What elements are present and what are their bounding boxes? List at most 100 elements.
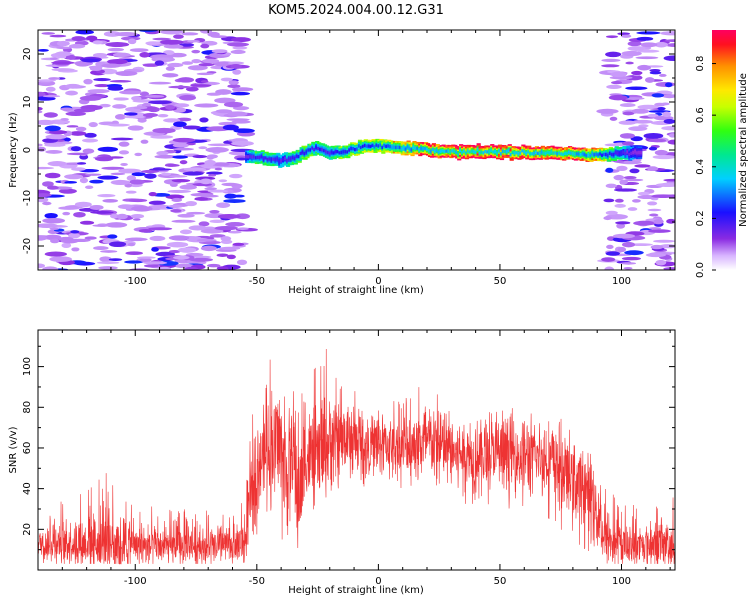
noise-blob — [603, 216, 612, 221]
noise-region-0 — [38, 30, 258, 270]
noise-blob — [42, 138, 58, 143]
noise-blob — [610, 71, 627, 78]
noise-blob — [73, 108, 96, 113]
noise-blob — [38, 91, 46, 97]
noise-blob — [658, 73, 667, 77]
snr-line — [38, 348, 675, 565]
noise-blob — [145, 94, 165, 98]
noise-blob — [55, 51, 72, 57]
noise-blob — [204, 187, 218, 191]
noise-blob — [42, 217, 66, 224]
colorbar-tick-label: 0.2 — [695, 210, 706, 226]
noise-blob — [46, 185, 59, 190]
noise-blob — [94, 156, 114, 162]
noise-blob — [137, 256, 156, 259]
noise-blob — [149, 235, 166, 242]
noise-blob — [601, 58, 621, 62]
noise-blob — [605, 251, 620, 256]
noise-blob — [209, 209, 220, 214]
noise-blob — [58, 236, 74, 242]
noise-blob — [173, 255, 190, 260]
noise-blob — [652, 154, 675, 160]
noise-blob — [653, 239, 675, 243]
noise-blob — [96, 261, 120, 265]
noise-blob — [159, 39, 184, 45]
noise-blob — [211, 49, 228, 54]
noise-blob — [38, 223, 58, 229]
noise-blob — [38, 143, 43, 147]
noise-blob — [105, 42, 130, 48]
noise-blob — [168, 235, 190, 241]
noise-blob — [200, 43, 210, 49]
noise-blob — [168, 249, 181, 254]
noise-blob — [70, 146, 82, 152]
noise-blob — [605, 35, 619, 39]
y-tick-label: 10 — [22, 96, 33, 109]
noise-blob — [107, 47, 125, 52]
y-tick-label: 0 — [22, 147, 33, 153]
noise-blob — [38, 79, 56, 82]
noise-blob — [226, 254, 236, 260]
noise-blob — [71, 247, 80, 252]
noise-blob — [231, 37, 251, 43]
noise-blob — [187, 40, 200, 43]
noise-blob — [139, 52, 150, 58]
noise-blob — [127, 242, 136, 247]
noise-blob — [220, 77, 233, 82]
noise-blob — [118, 141, 130, 147]
snr-panel: -100 -50 0 50 100 20 40 60 80 100 Height of strai… — [8, 329, 676, 596]
noise-blob — [189, 257, 214, 262]
noise-blob — [118, 168, 142, 174]
noise-blob — [77, 162, 87, 165]
x-tick-label: 0 — [375, 276, 381, 287]
noise-blob — [70, 230, 80, 234]
noise-blob — [231, 120, 251, 124]
noise-blob — [648, 146, 658, 151]
noise-blob — [630, 136, 643, 142]
noise-blob — [617, 246, 627, 253]
noise-blob — [614, 203, 626, 208]
noise-blob — [606, 244, 614, 250]
noise-blob — [148, 81, 172, 85]
noise-blob — [127, 125, 144, 131]
noise-blob — [61, 242, 72, 249]
noise-blob — [129, 48, 149, 53]
noise-blob — [232, 242, 245, 246]
noise-blob — [185, 86, 199, 92]
noise-blob — [170, 209, 182, 213]
noise-blob — [612, 233, 636, 239]
noise-blob — [611, 80, 623, 85]
noise-blob — [38, 146, 46, 152]
noise-blob — [144, 173, 157, 179]
spectrogram-y-axis-label: Frequency (Hz) — [8, 112, 19, 188]
noise-blob — [65, 111, 87, 117]
noise-blob — [227, 111, 248, 117]
noise-blob — [44, 212, 58, 219]
noise-blob — [110, 137, 134, 141]
noise-blob — [172, 137, 196, 143]
noise-blob — [165, 194, 185, 200]
noise-blob — [216, 266, 229, 270]
snr-frame — [37, 329, 676, 571]
noise-blob — [112, 104, 127, 109]
noise-blob — [662, 111, 672, 118]
noise-blob — [100, 250, 118, 253]
noise-blob — [82, 148, 95, 154]
noise-blob — [648, 227, 662, 230]
noise-blob — [148, 204, 172, 209]
y-tick-label: 20 — [22, 48, 33, 61]
noise-blob — [230, 63, 242, 69]
noise-blob — [232, 69, 242, 75]
noise-blob — [221, 182, 240, 187]
noise-blob — [198, 221, 210, 227]
noise-blob — [204, 159, 216, 166]
noise-blob — [38, 110, 43, 114]
noise-blob — [65, 54, 76, 60]
noise-blob — [605, 183, 617, 189]
noise-blob — [663, 119, 675, 124]
noise-blob — [81, 58, 101, 63]
noise-blob — [179, 160, 188, 165]
noise-blob — [650, 244, 664, 250]
x-tick-label: 100 — [612, 276, 631, 287]
